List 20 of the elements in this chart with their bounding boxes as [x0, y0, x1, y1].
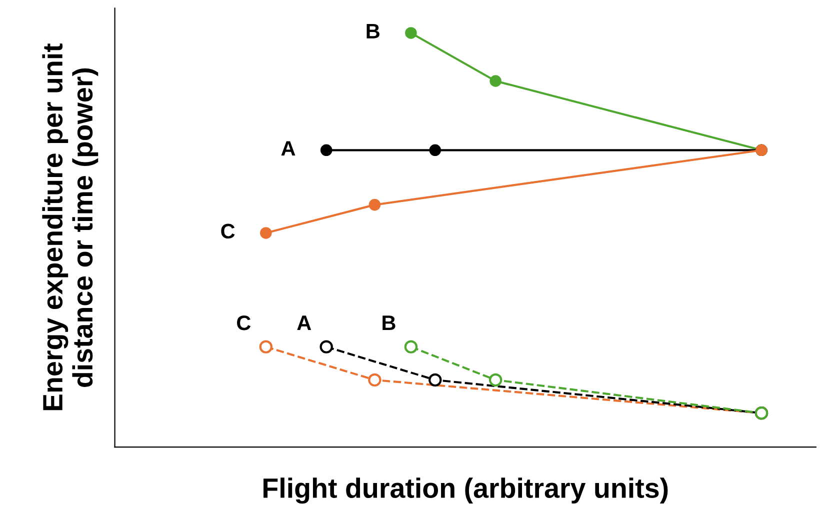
x-axis-title: Flight duration (arbitrary units)	[264, 478, 668, 504]
point	[368, 373, 382, 387]
series-label: C	[221, 224, 235, 239]
point	[260, 227, 272, 239]
y-axis-title: Energy expenditure per unit distance or time (power)	[42, 43, 98, 410]
point	[368, 198, 381, 211]
series-label: B	[366, 24, 380, 38]
point	[404, 340, 418, 354]
point	[320, 144, 332, 156]
series-label: A	[281, 141, 296, 156]
series-label: A	[297, 316, 312, 330]
point	[428, 373, 442, 387]
point	[405, 27, 417, 39]
point	[488, 373, 502, 387]
series-label: B	[382, 316, 396, 330]
point	[259, 340, 272, 354]
point	[490, 75, 502, 87]
series-label: C	[237, 315, 251, 330]
point	[320, 340, 333, 354]
point	[429, 144, 442, 156]
